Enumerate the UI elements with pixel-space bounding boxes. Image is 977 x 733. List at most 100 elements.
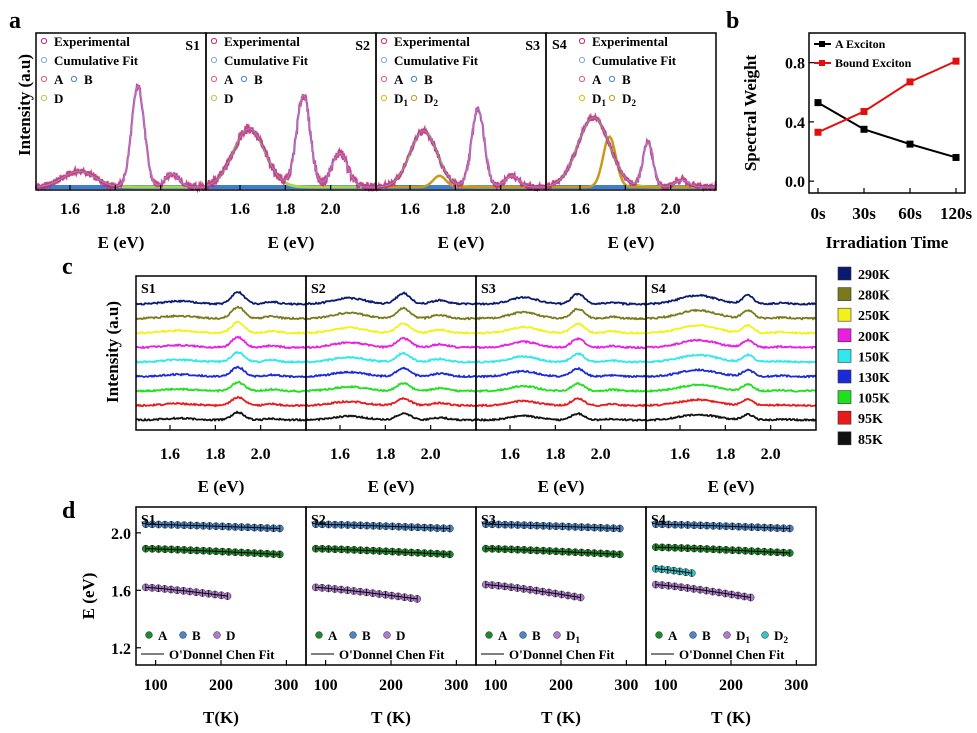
- fit-line-b: [145, 523, 280, 529]
- fit-line-d1: [485, 584, 581, 598]
- x-tick-label: 0s: [810, 204, 826, 223]
- legend-marker: [40, 94, 48, 102]
- panel-c-frame: [135, 275, 307, 431]
- x-tick-label: 2.0: [761, 446, 781, 463]
- legend-marker: [380, 37, 388, 45]
- spectrum-95k: [645, 397, 816, 408]
- legend-marker: [723, 631, 731, 639]
- x-tick-label: 120s: [940, 204, 973, 223]
- series-point: [814, 99, 822, 107]
- legend-label: Cumulative Fit: [54, 53, 139, 68]
- spectrum-250k: [475, 322, 647, 335]
- fit-line-d1: [655, 584, 751, 598]
- y-tick-label: 2.0: [111, 526, 131, 543]
- sample-label: S4: [651, 282, 666, 297]
- fit-line-d: [145, 586, 228, 597]
- legend-marker: [240, 75, 248, 83]
- series-point: [860, 125, 868, 133]
- series-line-1: [817, 60, 957, 134]
- legend-label: Experimental: [224, 34, 300, 49]
- x-tick-label: 1.6: [570, 201, 590, 218]
- spectrum-250k: [645, 323, 817, 335]
- spectrum-150k: [305, 351, 477, 364]
- legend-label: D1: [592, 91, 606, 109]
- legend-marker: [519, 631, 527, 639]
- spectrum-290k: [306, 291, 477, 306]
- x-tick-label: 2.0: [491, 201, 511, 218]
- legend-swatch-95k: [837, 410, 852, 425]
- legend-label: A: [54, 72, 64, 87]
- sample-label: S2: [311, 513, 326, 528]
- legend-label: Experimental: [394, 34, 470, 49]
- peak-d-curve: [545, 116, 716, 189]
- panel-a-ylabel: Intensity (a.u): [15, 54, 34, 156]
- legend-label: Cumulative Fit: [224, 53, 309, 68]
- legend-marker: [145, 631, 153, 639]
- x-tick-label: 1.8: [715, 446, 735, 463]
- spectrum-280k: [475, 307, 647, 321]
- legend-swatch-280k: [837, 287, 852, 301]
- y-tick-label: 1.6: [111, 583, 131, 600]
- sample-label: S1: [185, 39, 200, 54]
- legend-marker: [485, 631, 493, 639]
- legend-label-200k: 200K: [858, 330, 890, 345]
- spectrum-105k: [306, 381, 477, 393]
- series-point: [906, 140, 914, 148]
- legend-label: B: [254, 72, 263, 87]
- y-tick-label: 0.0: [785, 174, 805, 191]
- legend-label: A: [592, 72, 602, 87]
- x-tick-label: 300: [444, 677, 468, 694]
- spectrum-130k: [645, 367, 817, 379]
- x-tick-label: 2.0: [661, 201, 681, 218]
- x-tick-label: 1.8: [615, 201, 635, 218]
- legend-label: A: [158, 628, 168, 643]
- panel-b-xlabel: Irradiation Time: [826, 233, 949, 252]
- panel-b-marks: 0.0 0.4 0.8 0s 30s 60s 120s A Exciton Bound Exci…: [785, 37, 972, 223]
- legend-label: D1: [736, 628, 750, 646]
- legend-marker: [383, 631, 391, 639]
- spectrum-150k: [475, 351, 647, 364]
- fit-legend-label: O'Donnel Chen Fit: [169, 647, 275, 662]
- legend-label-150k: 150K: [858, 350, 890, 365]
- legend-label: Experimental: [54, 34, 130, 49]
- spectrum-200k: [135, 335, 307, 350]
- spectrum-280k: [135, 305, 307, 321]
- x-tick-label: 1.8: [445, 201, 465, 218]
- legend-swatch-290k: [837, 266, 852, 281]
- panel-c-xlabel: E (eV): [368, 477, 415, 496]
- spectrum-105k: [475, 381, 647, 394]
- spectrum-85k: [645, 412, 817, 423]
- legend-marker: [553, 631, 561, 639]
- sample-label: S3: [481, 513, 496, 528]
- legend-label: B: [702, 628, 711, 643]
- spectrum-290k: [475, 292, 647, 307]
- legend-marker: [655, 631, 663, 639]
- fit-line-a: [655, 546, 790, 554]
- legend-label: D2: [774, 628, 788, 646]
- x-tick-label: 1.8: [105, 201, 125, 218]
- sample-label: S4: [552, 38, 567, 53]
- legend-marker: [380, 94, 388, 102]
- fit-line-a: [315, 548, 450, 555]
- panel-c-xlabel: E (eV): [538, 477, 585, 496]
- legend-marker: [210, 94, 218, 102]
- legend-label: B: [532, 628, 541, 643]
- spectrum-290k: [135, 290, 307, 306]
- x-tick-label: 1.6: [160, 446, 180, 463]
- panel-d-xlabel: T (K): [371, 708, 411, 727]
- sample-label: S1: [141, 282, 156, 297]
- panel-a-plot-s2: 1.6 1.8 2.0 E (eV) S2 Experimental Cumulative …: [204, 32, 377, 252]
- x-tick-label: 1.6: [500, 446, 520, 463]
- spectrum-130k: [135, 365, 307, 379]
- x-tick-label: 1.8: [375, 446, 395, 463]
- spectrum-105k: [135, 380, 307, 394]
- legend-marker: [608, 75, 616, 83]
- legend-label: Experimental: [592, 34, 668, 49]
- spectrum-280k: [305, 306, 477, 321]
- legend-label: D1: [566, 628, 580, 646]
- legend-label: A Exciton: [835, 37, 886, 51]
- x-tick-label: 2.0: [421, 446, 441, 463]
- panel-b: Spectral Weight Irradiation Time 0.00.40…: [741, 32, 972, 252]
- spectrum-150k: [135, 350, 307, 365]
